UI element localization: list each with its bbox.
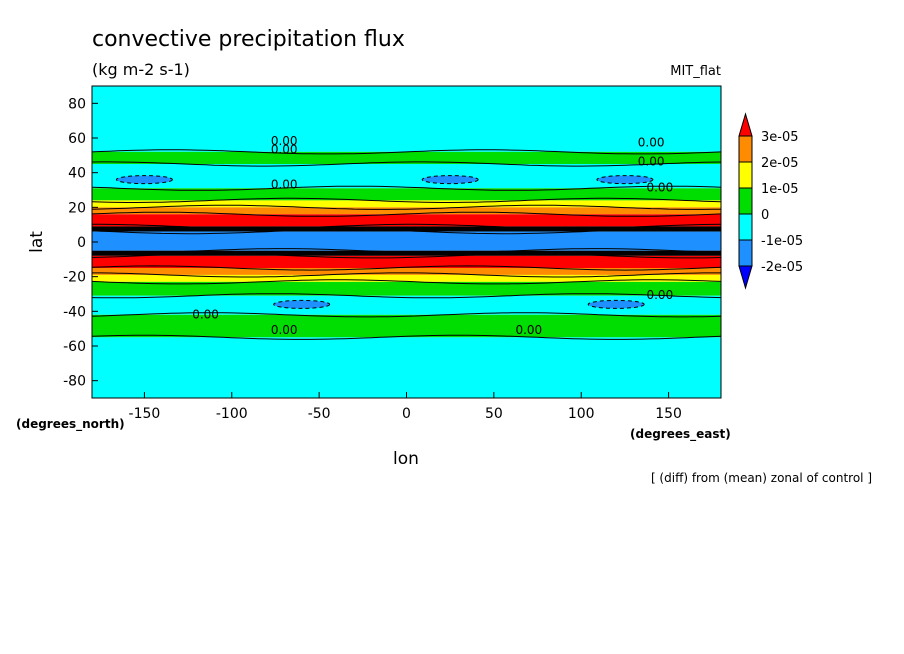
colorbar-segment: [738, 187, 753, 215]
x-tick-label: 50: [485, 406, 503, 422]
x-tick-label: -100: [216, 406, 248, 422]
x-tick-label: 0: [402, 406, 411, 422]
chart-subtitle: (kg m-2 s-1): [92, 60, 190, 79]
x-tick-label: 100: [568, 406, 595, 422]
contour-line: [92, 272, 721, 278]
x-tick-label: -150: [129, 406, 161, 422]
contour-line: [92, 197, 721, 203]
colorbar-label: 0: [761, 208, 769, 223]
colorbar-label: 1e-05: [761, 182, 799, 197]
band-1: [92, 151, 721, 164]
contour-label: 0.00: [638, 155, 665, 169]
contour-line: [92, 334, 721, 340]
contour-line: [92, 265, 721, 271]
contour-lines: [92, 149, 721, 340]
y-tick-label: 80: [68, 96, 86, 112]
contour-line: [92, 185, 721, 191]
contour-labels: 0.000.00 0.000.000.00 0.000.000.00 0.000.00: [192, 134, 673, 337]
colorbar-label: 2e-05: [761, 156, 799, 171]
colorbar-segment: [738, 213, 753, 241]
negative-pocket: [587, 299, 645, 309]
colorbar-label: -1e-05: [761, 234, 803, 249]
footnote: [ (diff) from (mean) zonal of control ]: [651, 471, 872, 485]
contour-label: 0.00: [271, 323, 298, 337]
colorbar-segment: [738, 239, 753, 267]
band-11: [92, 268, 721, 275]
band-16: [92, 337, 721, 398]
contour-label: 0.00: [646, 288, 673, 302]
band-4: [92, 200, 721, 208]
y-tick-label: -20: [63, 270, 86, 286]
colorbar-label: 3e-05: [761, 130, 799, 145]
y-tick-label: -80: [63, 374, 86, 390]
band-7: [92, 226, 721, 232]
contour-line: [92, 248, 721, 254]
band-13: [92, 281, 721, 296]
y-tick-label: 40: [68, 166, 86, 182]
band-5: [92, 207, 721, 215]
contour-label: 0.00: [271, 134, 298, 148]
colorbar: 3e-05 2e-05 1e-05 0 -1e-05 -2e-05: [738, 112, 803, 290]
x-tick-label: 150: [655, 406, 682, 422]
negative-pocket: [273, 299, 331, 309]
x-axis-ticks: -150 -100 -50 0 50 100 150: [129, 392, 682, 422]
contour-line: [92, 279, 721, 285]
y-tick-label: 60: [68, 131, 86, 147]
contour-line: [92, 253, 721, 259]
contour-label: 0.00: [646, 181, 673, 195]
colorbar-extend-bottom: [738, 265, 753, 290]
negative-pocket: [115, 175, 173, 185]
band-9: [92, 250, 721, 256]
color-bands: [92, 86, 721, 398]
contour-line: [92, 149, 721, 155]
band-6: [92, 214, 721, 227]
contour-label: 0.00: [515, 323, 542, 337]
colorbar-extend-top: [738, 112, 753, 137]
contour-line: [92, 161, 721, 167]
band-12: [92, 274, 721, 282]
x-axis-label: lon: [393, 449, 419, 469]
negative-pocket: [596, 175, 654, 185]
y-tick-label: -40: [63, 304, 86, 320]
contour-line: [92, 223, 721, 229]
y-tick-label: -60: [63, 339, 86, 355]
x-unit-label: (degrees_east): [630, 427, 731, 442]
y-unit-label: (degrees_north): [16, 417, 125, 432]
contour-label: 0.00: [271, 177, 298, 191]
contour-line: [92, 211, 721, 217]
colorbar-segment: [738, 161, 753, 189]
band-3: [92, 188, 721, 201]
contour-label: 0.00: [192, 307, 219, 321]
model-label: MIT_flat: [670, 64, 721, 79]
x-tick-label: -50: [308, 406, 331, 422]
band-15: [92, 314, 721, 338]
y-axis-ticks: 80 60 40 20 0 -20 -40 -60 -80: [63, 96, 98, 390]
contour-line: [92, 204, 721, 210]
band-0: [92, 86, 721, 152]
y-tick-label: 0: [77, 235, 86, 251]
contour-label: 0.00: [271, 143, 298, 157]
colorbar-label: -2e-05: [761, 260, 803, 275]
contour-line: [92, 293, 721, 299]
band-8: [92, 231, 721, 251]
negative-pocket: [421, 175, 479, 185]
contour-line: [92, 229, 721, 235]
y-axis-label: lat: [27, 231, 47, 253]
contour-label: 0.00: [638, 136, 665, 150]
band-14: [92, 295, 721, 315]
y-tick-label: 20: [68, 200, 86, 216]
band-10: [92, 255, 721, 268]
negative-contour-pockets: [115, 175, 654, 309]
chart-title: convective precipitation flux: [92, 27, 405, 52]
colorbar-segment: [738, 135, 753, 163]
contour-line: [92, 312, 721, 318]
